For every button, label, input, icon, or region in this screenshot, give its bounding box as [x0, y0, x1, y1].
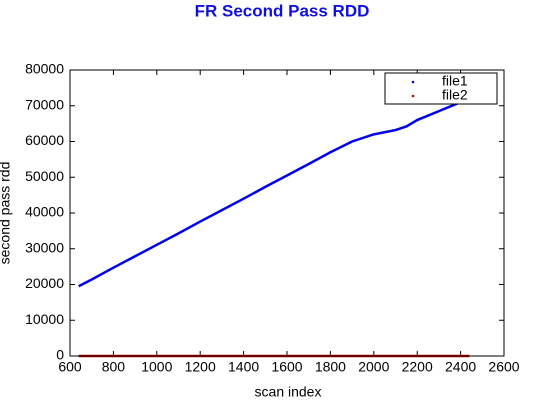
x-tick-label: 600 — [58, 359, 82, 375]
x-tick-label: 2600 — [488, 359, 519, 375]
x-tick-label: 1400 — [228, 359, 259, 375]
x-tick-label: 2200 — [402, 359, 433, 375]
x-tick-label: 2000 — [358, 359, 389, 375]
legend-label: file1 — [442, 73, 468, 89]
legend-marker — [411, 80, 415, 84]
x-tick-label: 1000 — [141, 359, 172, 375]
y-tick-label: 20000 — [25, 275, 64, 291]
chart-title: FR Second Pass RDD — [195, 1, 370, 20]
y-tick-label: 40000 — [25, 204, 64, 220]
x-axis-label: scan index — [255, 384, 322, 400]
y-tick-label: 80000 — [25, 61, 64, 77]
x-tick-label: 1600 — [271, 359, 302, 375]
x-tick-label: 800 — [102, 359, 126, 375]
y-tick-label: 30000 — [25, 239, 64, 255]
y-tick-label: 50000 — [25, 168, 64, 184]
x-tick-label: 2400 — [445, 359, 476, 375]
y-tick-label: 70000 — [25, 96, 64, 112]
y-tick-label: 60000 — [25, 132, 64, 148]
plot-frame — [69, 69, 505, 357]
y-axis-label: second pass rdd — [0, 162, 13, 265]
x-tick-label: 1200 — [185, 359, 216, 375]
legend-marker — [411, 94, 415, 98]
legend-box — [384, 72, 498, 105]
y-tick-label: 10000 — [25, 311, 64, 327]
y-tick-label: 0 — [56, 347, 64, 363]
legend-label: file2 — [442, 87, 468, 103]
data-line — [78, 97, 470, 288]
x-tick-label: 1800 — [315, 359, 346, 375]
